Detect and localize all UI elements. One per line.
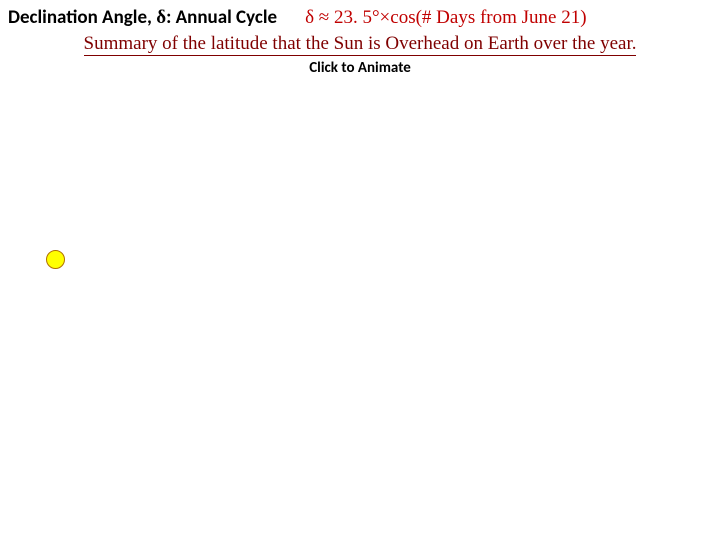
summary-text-span: Summary of the latitude that the Sun is … bbox=[84, 33, 637, 56]
title-delta: δ bbox=[156, 7, 166, 28]
summary-text: Summary of the latitude that the Sun is … bbox=[0, 33, 720, 55]
header-row: Declination Angle, δ: Annual Cycle δ ≈ 2… bbox=[0, 0, 720, 31]
title-prefix: Declination Angle, bbox=[8, 6, 156, 29]
page-title: Declination Angle, δ: Annual Cycle bbox=[8, 6, 277, 29]
declination-formula: δ ≈ 23. 5°×cos(# Days from June 21) bbox=[305, 7, 586, 29]
title-suffix: : Annual Cycle bbox=[166, 6, 277, 29]
sun-icon bbox=[46, 250, 65, 269]
click-to-animate-button[interactable]: Click to Animate bbox=[0, 59, 720, 77]
